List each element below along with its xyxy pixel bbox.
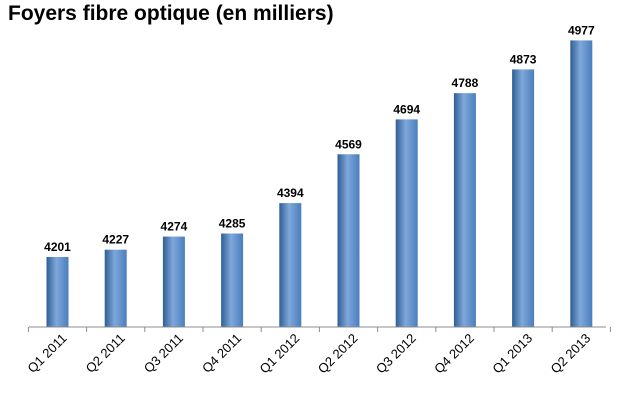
- bar-q1-2011: [46, 256, 69, 327]
- bar-q4-2012: [453, 93, 476, 327]
- bar-q1-2012: [279, 203, 302, 327]
- data-label: 4977: [568, 23, 595, 37]
- bar-q2-2012: [337, 154, 360, 327]
- x-tick-label: Q1 2012: [257, 331, 303, 377]
- data-label: 4569: [335, 137, 362, 151]
- data-label: 4694: [393, 102, 420, 116]
- bar-q2-2013: [570, 40, 593, 328]
- data-label: 4788: [452, 76, 479, 90]
- bar-q3-2012: [395, 119, 418, 327]
- data-label: 4285: [219, 217, 246, 231]
- chart-title: Foyers fibre optique (en milliers): [8, 2, 334, 25]
- x-tick-label: Q2 2013: [548, 331, 594, 377]
- bar-q2-2011: [104, 249, 127, 327]
- data-label: 4394: [277, 186, 304, 200]
- x-tick-label: Q3 2011: [141, 331, 186, 376]
- data-label: 4873: [510, 52, 537, 66]
- x-tick-label: Q1 2013: [489, 331, 535, 377]
- data-label: 4201: [44, 240, 71, 254]
- data-label: 4227: [102, 233, 129, 247]
- bar-q4-2011: [221, 233, 244, 327]
- x-tick-label: Q1 2011: [24, 331, 69, 376]
- x-tick-label: Q3 2012: [373, 331, 419, 377]
- x-tick-label: Q4 2012: [431, 331, 477, 377]
- bar-q1-2013: [512, 69, 535, 327]
- bar-q3-2011: [162, 236, 185, 327]
- data-label: 4274: [161, 220, 188, 234]
- x-tick-label: Q4 2011: [199, 331, 244, 376]
- x-tick-label: Q2 2011: [83, 331, 128, 376]
- x-tick-label: Q2 2012: [315, 331, 361, 377]
